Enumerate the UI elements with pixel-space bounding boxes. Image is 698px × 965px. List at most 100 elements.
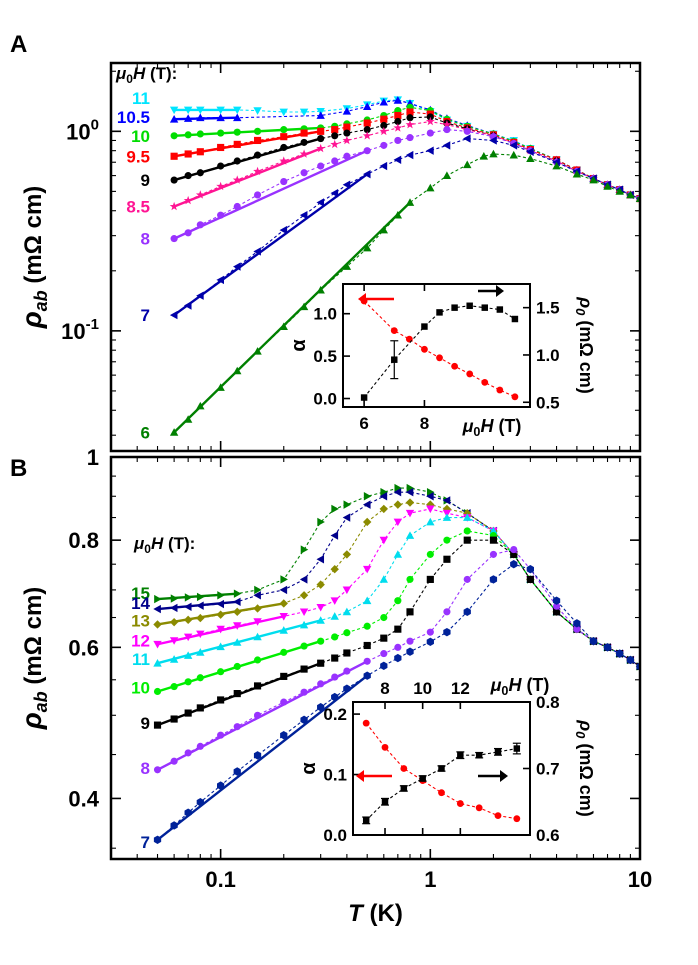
data-point xyxy=(394,653,402,663)
series-dashed-line xyxy=(157,563,640,841)
data-point xyxy=(217,591,225,600)
series-fit-line xyxy=(173,149,368,240)
inset-alpha-point xyxy=(496,386,504,394)
inset-alpha-line xyxy=(363,300,516,398)
data-point xyxy=(331,654,339,662)
inset-frame xyxy=(342,283,531,408)
data-point xyxy=(299,302,309,311)
inset-alpha-point xyxy=(494,812,502,820)
data-point xyxy=(426,487,435,497)
inset-rho0-point xyxy=(438,765,445,772)
data-point xyxy=(509,141,518,150)
series-8.5 xyxy=(169,116,640,211)
inset-alpha-point xyxy=(475,804,483,812)
inset-x-tick-label: 12 xyxy=(451,679,470,698)
data-point xyxy=(426,505,435,514)
inset-y-label-right: ρ0 (mΩ cm) xyxy=(573,719,596,817)
panel-letter: A xyxy=(10,31,27,58)
y-axis-label: ρab (mΩ cm) xyxy=(16,186,51,330)
series-9 xyxy=(153,536,640,729)
inset-alpha-point xyxy=(381,743,389,751)
inset-alpha-point xyxy=(362,719,370,727)
data-point xyxy=(443,536,451,544)
data-point xyxy=(405,509,415,518)
inset-rho0-arrow-head xyxy=(496,285,504,297)
data-point xyxy=(463,127,471,135)
inset-y-tick-label-left: 0.1 xyxy=(323,766,347,785)
data-point xyxy=(169,201,179,211)
series-label-8: 8 xyxy=(141,230,150,249)
data-point xyxy=(280,648,288,656)
inset-rho0-point xyxy=(381,798,389,805)
data-point xyxy=(280,143,288,152)
data-point xyxy=(216,181,226,191)
legend-sub: 0 xyxy=(144,542,151,556)
data-point xyxy=(153,659,162,667)
data-point xyxy=(153,766,162,774)
y-tick-label: 100 xyxy=(66,116,99,144)
legend-h: H xyxy=(151,534,164,553)
inset-rho0-point xyxy=(496,306,504,313)
data-point xyxy=(279,156,289,165)
x-tick-label: 1 xyxy=(424,867,436,892)
data-point xyxy=(443,126,451,134)
inset-alpha-arrow-head xyxy=(356,770,364,782)
data-point xyxy=(316,143,326,153)
inset-rho0-point xyxy=(457,751,464,759)
data-point xyxy=(331,673,339,681)
series-dashed-line xyxy=(173,153,640,433)
inset-alpha-point xyxy=(438,789,445,797)
data-point xyxy=(233,723,241,731)
data-point xyxy=(280,575,288,584)
data-point xyxy=(331,692,339,702)
data-point xyxy=(196,630,205,639)
data-point xyxy=(184,150,192,158)
data-point xyxy=(279,585,288,595)
data-point xyxy=(316,616,325,624)
data-point xyxy=(379,126,389,136)
inset-alpha-series xyxy=(360,297,519,401)
data-point xyxy=(379,492,388,501)
inset-alpha-point xyxy=(513,815,521,823)
data-point xyxy=(330,139,340,149)
data-point xyxy=(526,147,534,156)
data-point xyxy=(526,575,534,583)
series-fit-line xyxy=(156,674,368,841)
legend-title: μ0H (T): xyxy=(115,64,177,86)
inset-x-label-sub: 0 xyxy=(473,425,480,439)
data-point xyxy=(216,383,225,391)
data-point xyxy=(184,808,192,817)
data-point xyxy=(406,647,414,656)
data-point xyxy=(393,96,403,104)
data-point xyxy=(442,141,451,150)
series-label-9.5: 9.5 xyxy=(126,147,150,166)
data-point xyxy=(184,749,192,757)
data-point xyxy=(316,580,325,589)
inset-alpha-point xyxy=(456,800,464,807)
inset-alpha-point xyxy=(405,335,413,343)
inset-alpha-point xyxy=(390,327,398,335)
data-point xyxy=(362,517,372,527)
data-point xyxy=(300,642,308,650)
data-point xyxy=(233,106,242,115)
series-label-10: 10 xyxy=(131,127,150,146)
data-point xyxy=(380,487,389,497)
data-point xyxy=(405,487,414,497)
data-point xyxy=(362,565,372,574)
inset-rho0-point xyxy=(421,323,428,330)
data-point xyxy=(331,132,339,140)
data-point xyxy=(380,634,388,642)
inset-x-label-mu: μ xyxy=(462,416,474,436)
data-point xyxy=(280,133,288,141)
data-point xyxy=(317,134,325,143)
inset-x-label-unit: (T) xyxy=(493,416,521,436)
data-point xyxy=(426,492,434,501)
data-point xyxy=(253,632,262,641)
inset-y-label-right-sub: 0 xyxy=(573,308,588,316)
inset-x-tick-label: 10 xyxy=(413,679,432,698)
data-point xyxy=(406,108,414,116)
y-tick-label: 0.6 xyxy=(68,635,99,660)
data-point xyxy=(394,643,402,651)
series-dashed-line xyxy=(173,120,640,208)
